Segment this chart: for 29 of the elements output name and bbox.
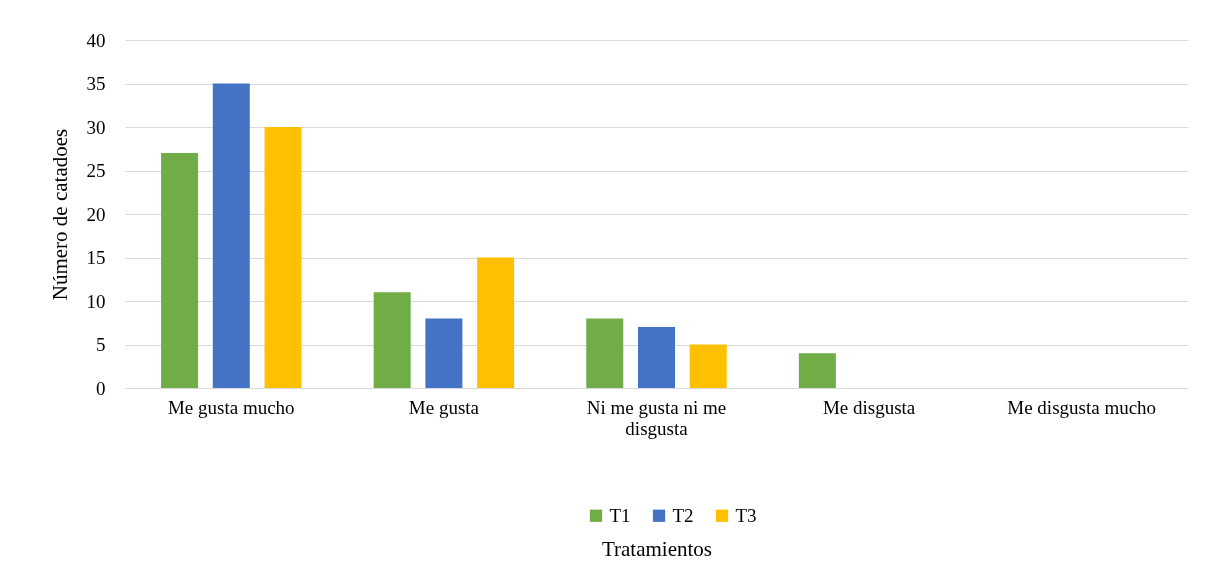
y-tick-label: 15 xyxy=(86,247,106,268)
x-axis-title: Tratamientos xyxy=(601,536,713,561)
bar xyxy=(373,292,411,388)
y-tick-label: 5 xyxy=(96,334,106,355)
y-tick-label: 25 xyxy=(86,160,106,181)
y-tick-label: 40 xyxy=(86,29,106,51)
x-tick-label: Ni me gusta ni me disgusta xyxy=(586,396,727,439)
x-tick-label: Me disgusta xyxy=(822,396,916,418)
legend-label: T2 xyxy=(672,504,694,526)
bar xyxy=(212,83,250,388)
y-axis-title: Número de catadoes xyxy=(47,128,72,301)
y-tick-label: 0 xyxy=(96,377,106,399)
bar xyxy=(161,153,199,388)
bar xyxy=(638,327,675,388)
bar xyxy=(798,353,836,388)
x-tick-label: Me disgusta mucho xyxy=(1007,396,1157,418)
x-tick-label: Me gusta mucho xyxy=(167,396,295,418)
y-tick-label: 20 xyxy=(86,203,106,225)
legend-label: T1 xyxy=(609,504,631,526)
legend-label: T3 xyxy=(735,504,757,526)
bar xyxy=(425,318,463,388)
y-tick-label: 30 xyxy=(86,116,106,138)
bar xyxy=(689,344,727,388)
x-tick-label: Me gusta xyxy=(408,396,480,418)
y-tick-label: 10 xyxy=(86,290,106,312)
bar xyxy=(586,318,624,388)
bar xyxy=(477,257,515,388)
bar xyxy=(264,127,302,388)
y-tick-label: 35 xyxy=(86,73,106,94)
